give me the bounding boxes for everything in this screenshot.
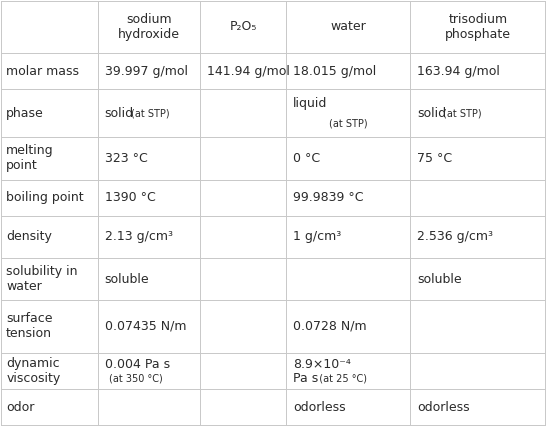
Text: 8.9×10⁻⁴: 8.9×10⁻⁴ [293,358,351,371]
Text: (at STP): (at STP) [130,108,169,118]
Text: 141.94 g/mol: 141.94 g/mol [207,65,290,78]
Text: solid: solid [105,107,134,120]
Text: 0 °C: 0 °C [293,152,321,165]
Text: Pa s: Pa s [293,372,318,385]
Text: odorless: odorless [417,400,470,414]
Text: 1390 °C: 1390 °C [105,191,156,204]
Text: 1 g/cm³: 1 g/cm³ [293,230,341,244]
Text: (at 350 °C): (at 350 °C) [109,374,163,384]
Text: surface
tension: surface tension [6,312,52,340]
Text: phase: phase [6,107,44,120]
Text: 18.015 g/mol: 18.015 g/mol [293,65,376,78]
Text: 39.997 g/mol: 39.997 g/mol [105,65,188,78]
Text: 75 °C: 75 °C [417,152,453,165]
Text: trisodium
phosphate: trisodium phosphate [445,13,511,41]
Text: (at STP): (at STP) [329,119,367,129]
Text: (at STP): (at STP) [443,108,482,118]
Text: P₂O₅: P₂O₅ [229,20,257,33]
Text: boiling point: boiling point [6,191,84,204]
Text: 0.0728 N/m: 0.0728 N/m [293,320,367,333]
Text: 0.004 Pa s: 0.004 Pa s [105,358,170,371]
Text: odorless: odorless [293,400,346,414]
Text: molar mass: molar mass [6,65,79,78]
Text: soluble: soluble [417,273,462,285]
Text: sodium
hydroxide: sodium hydroxide [118,13,180,41]
Text: 2.13 g/cm³: 2.13 g/cm³ [105,230,173,244]
Text: 99.9839 °C: 99.9839 °C [293,191,364,204]
Text: water: water [330,20,366,33]
Text: odor: odor [6,400,34,414]
Text: 2.536 g/cm³: 2.536 g/cm³ [417,230,494,244]
Text: 323 °C: 323 °C [105,152,147,165]
Text: 163.94 g/mol: 163.94 g/mol [417,65,500,78]
Text: dynamic
viscosity: dynamic viscosity [6,357,61,385]
Text: soluble: soluble [105,273,150,285]
Text: melting
point: melting point [6,144,54,173]
Text: solid: solid [417,107,447,120]
Text: 0.07435 N/m: 0.07435 N/m [105,320,186,333]
Text: solubility in
water: solubility in water [6,265,78,293]
Text: density: density [6,230,52,244]
Text: (at 25 °C): (at 25 °C) [313,374,367,384]
Text: liquid: liquid [293,97,328,110]
